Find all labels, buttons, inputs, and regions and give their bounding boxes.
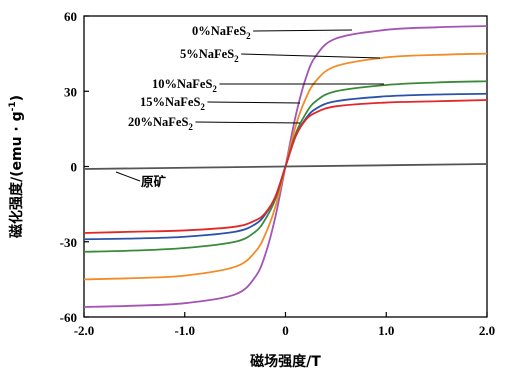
x-tick-label: 2.0 <box>479 323 495 338</box>
x-tick-label: -2.0 <box>74 323 95 338</box>
series-label-3: 15%NaFeS2 <box>140 95 205 112</box>
series-leader-0 <box>253 29 353 32</box>
y-axis-title-superscript: -1 <box>8 101 18 111</box>
x-axis-ticks: -2.0 -1.0 0 1.0 2.0 <box>74 312 495 338</box>
series-leader-3 <box>207 101 301 104</box>
series-line-5 <box>83 163 488 170</box>
y-tick-label: 60 <box>64 9 77 24</box>
x-tick-label: -1.0 <box>174 323 195 338</box>
y-axis-ticks: -60 -30 0 30 60 <box>60 9 89 325</box>
series-leader-4 <box>195 121 301 124</box>
series-leader-1 <box>241 53 381 59</box>
series-label-2: 10%NaFeS2 <box>152 77 217 94</box>
x-tick-label: 1.0 <box>378 323 394 338</box>
y-tick-label: 30 <box>64 84 77 99</box>
y-tick-label: -30 <box>60 235 77 250</box>
series-label-0: 0%NaFeS2 <box>192 24 251 41</box>
y-axis-title-end: ) <box>9 95 25 101</box>
series-label-5: 原矿 <box>141 174 167 189</box>
y-axis-title-main: 磁化强度/(emu · g <box>8 111 25 238</box>
x-axis-title: 磁场强度/T <box>250 353 321 370</box>
series-leader-5 <box>115 171 141 182</box>
series-label-1: 5%NaFeS2 <box>180 47 239 64</box>
y-tick-label: -60 <box>60 310 77 325</box>
series-label-4: 20%NaFeS2 <box>128 115 193 132</box>
y-tick-label: 0 <box>71 160 78 175</box>
y-axis-title: 磁化强度/(emu · g-1) <box>8 95 25 238</box>
x-tick-label: 0 <box>282 323 289 338</box>
series-curves <box>83 25 488 308</box>
